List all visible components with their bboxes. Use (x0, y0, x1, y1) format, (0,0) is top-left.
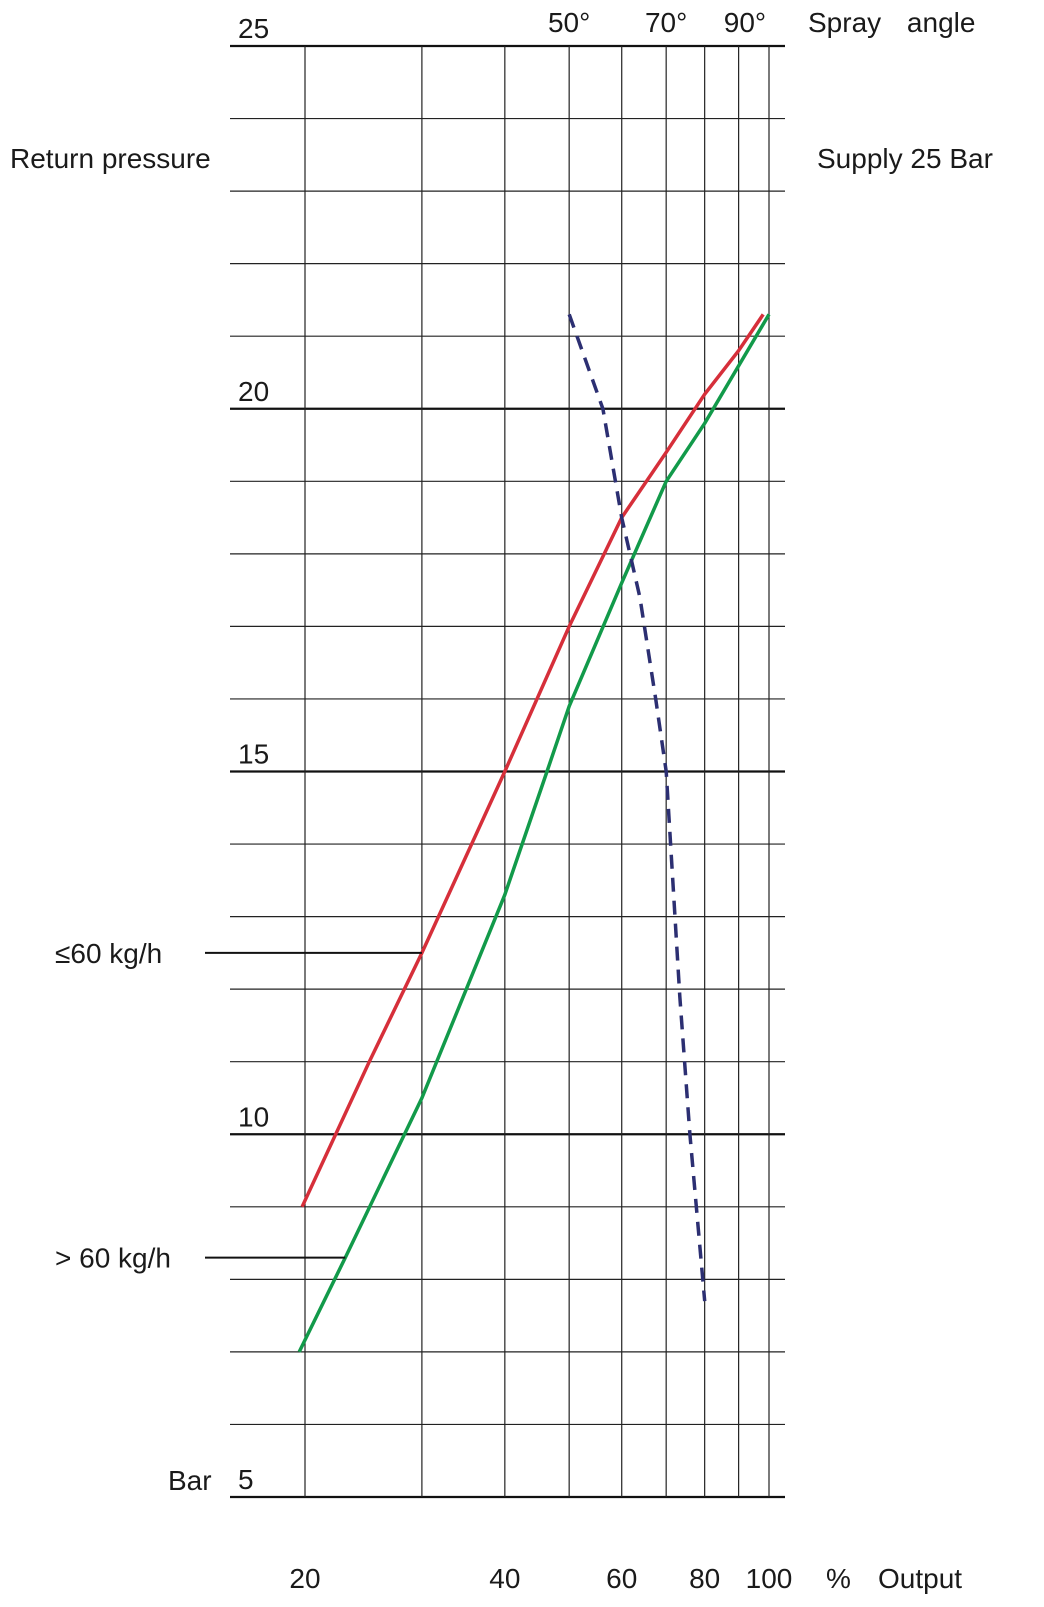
x-unit: % (826, 1563, 851, 1594)
series-line (297, 313, 771, 1353)
y-label: Return pressure (10, 143, 211, 174)
x-tick-label: 20 (289, 1563, 320, 1594)
y-tick-label: 10 (238, 1101, 269, 1132)
x-tick-label: 40 (489, 1563, 520, 1594)
series-label: ≤60 kg/h (55, 938, 162, 969)
series-label: > 60 kg/h (55, 1243, 171, 1274)
top-tick-label: 90° (724, 7, 766, 38)
y-tick-label: 25 (238, 13, 269, 44)
subtitle: Supply 25 Bar (817, 143, 993, 174)
top-tick-label: 50° (548, 7, 590, 38)
x-tick-label: 80 (689, 1563, 720, 1594)
y-tick-label: 15 (238, 739, 269, 770)
y-tick-label: 20 (238, 376, 269, 407)
top-label: Spray angle (808, 7, 975, 38)
top-tick-label: 70° (645, 7, 687, 38)
series-line (567, 313, 707, 1302)
series-line (300, 313, 765, 1208)
x-tick-label: 100 (746, 1563, 793, 1594)
x-label: Output (878, 1563, 962, 1594)
y-unit: Bar (168, 1465, 212, 1496)
y-tick-label: 5 (238, 1464, 254, 1495)
x-tick-label: 60 (606, 1563, 637, 1594)
